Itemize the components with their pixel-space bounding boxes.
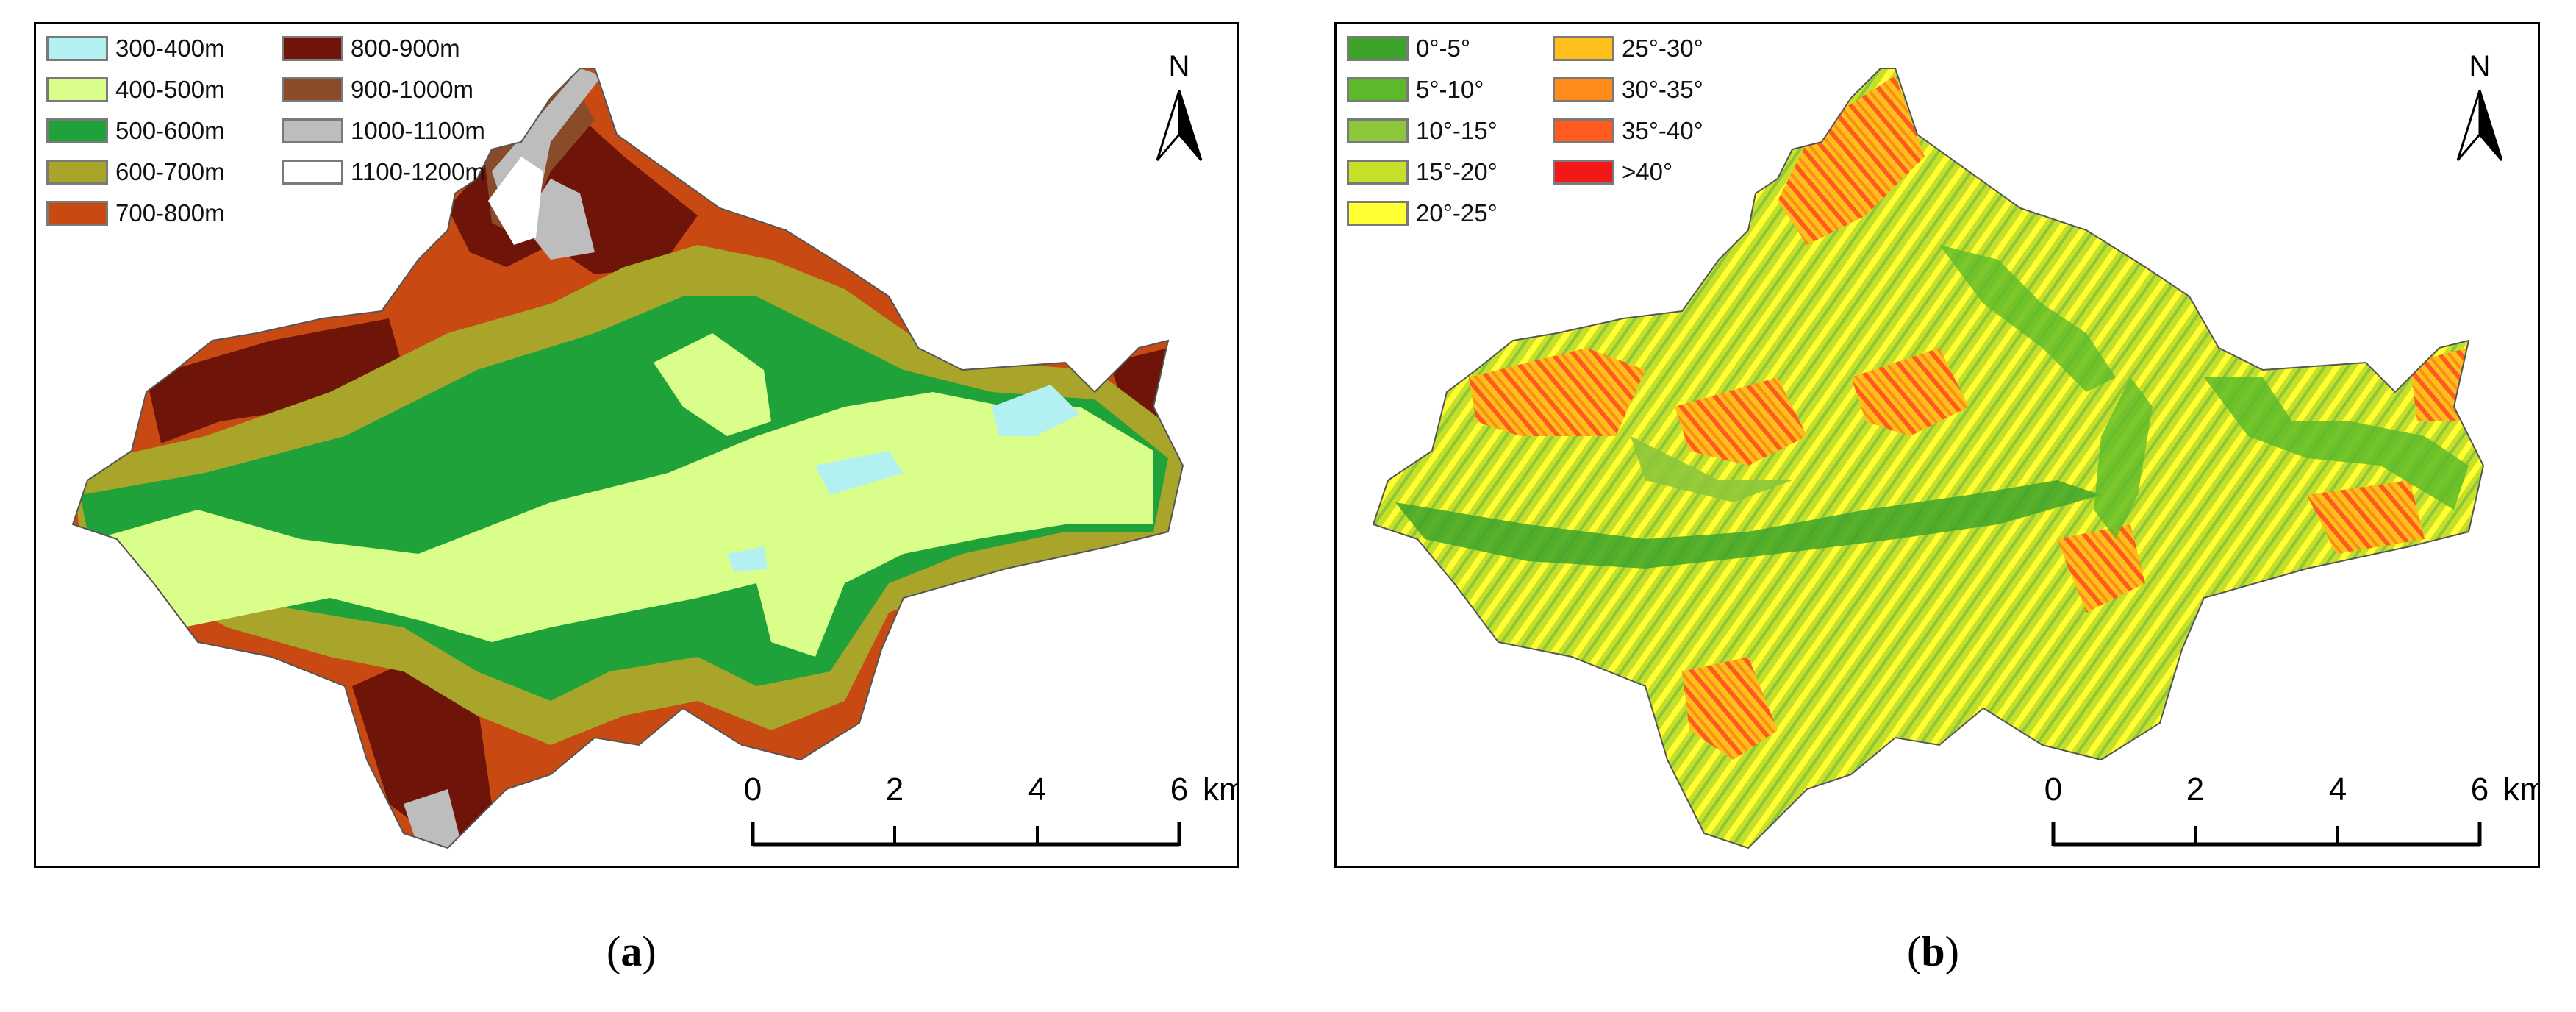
legend-item-600-700: 600-700m <box>46 155 225 189</box>
scale-tick-2: 2 <box>886 772 904 808</box>
elevation-zone-1000-1100-south <box>404 789 462 848</box>
scale-tick-6: 6 <box>2471 772 2489 808</box>
legend-swatch <box>1347 118 1409 143</box>
slope-zone-steep-east <box>2307 480 2425 554</box>
legend-item-10-15: 10°-15° <box>1347 114 1498 148</box>
slope-zone-steep-south <box>1682 657 1778 760</box>
legend-swatch <box>1347 160 1409 185</box>
north-arrow-right-half <box>1178 90 1203 161</box>
elevation-map: N 0 2 4 6 km <box>72 50 1237 849</box>
slope-zone-steep-center-west <box>1675 377 1807 466</box>
legend-swatch <box>1347 201 1409 226</box>
legend-item-500-600: 500-600m <box>46 114 225 148</box>
elevation-map-panel: N 0 2 4 6 km 300-400m 400-500m 500-600m … <box>34 22 1239 868</box>
legend-item-35-40: 35°-40° <box>1553 114 1703 148</box>
north-label: N <box>2469 50 2491 82</box>
slope-zone-steep-center <box>1851 348 1969 436</box>
legend-swatch <box>282 118 343 143</box>
scale-tick-2: 2 <box>2186 772 2204 808</box>
slope-zone-5-10-east <box>2204 377 2469 510</box>
north-arrow-left-half <box>2456 90 2481 161</box>
elevation-zone-300-400-west <box>110 598 154 635</box>
slope-zone-steep-west <box>1469 348 1645 436</box>
north-arrow: N <box>2456 50 2503 161</box>
legend-item-gt-40: >40° <box>1553 155 1672 189</box>
legend-item-30-35: 30°-35° <box>1553 73 1703 107</box>
slope-zone-10-15 <box>1631 436 1792 502</box>
legend-swatch <box>1347 77 1409 102</box>
legend-item-800-900: 800-900m <box>282 32 460 65</box>
legend-item-900-1000: 900-1000m <box>282 73 473 107</box>
scale-tick-0: 0 <box>744 772 762 808</box>
scale-tick-4: 4 <box>1028 772 1046 808</box>
slope-map-panel: N 0 2 4 6 km 0°-5° 5°-10° 10°-15° 15°-20… <box>1334 22 2540 868</box>
slope-zone-0-5-valley <box>1395 480 2101 569</box>
elevation-zone-300-400-south <box>727 546 768 572</box>
legend-swatch <box>46 36 108 61</box>
legend-item-1000-1100: 1000-1100m <box>282 114 485 148</box>
legend-item-5-10: 5°-10° <box>1347 73 1484 107</box>
legend-item-400-500: 400-500m <box>46 73 225 107</box>
legend-swatch <box>282 77 343 102</box>
slope-zone-steep-east-tip <box>2410 348 2469 421</box>
legend-swatch <box>1347 36 1409 61</box>
legend-swatch <box>1553 118 1614 143</box>
caption-a: (a) <box>607 927 656 975</box>
legend-item-1100-1200: 1100-1200m <box>282 155 485 189</box>
legend-swatch <box>46 118 108 143</box>
legend-item-15-20: 15°-20° <box>1347 155 1498 189</box>
legend-item-0-5: 0°-5° <box>1347 32 1470 65</box>
scale-tick-6: 6 <box>1170 772 1188 808</box>
legend-swatch <box>46 77 108 102</box>
scale-unit: km <box>1203 772 1237 808</box>
north-label: N <box>1169 50 1190 82</box>
legend-swatch <box>1553 77 1614 102</box>
elevation-zone-400-500-north <box>654 333 771 436</box>
legend-swatch <box>46 201 108 226</box>
legend-item-25-30: 25°-30° <box>1553 32 1703 65</box>
scale-bar: 0 2 4 6 km <box>744 772 1237 847</box>
elevation-zone-300-400-east <box>992 385 1080 436</box>
north-arrow-left-half <box>1156 90 1181 161</box>
slope-zone-steep-north <box>1778 76 1925 245</box>
scale-tick-4: 4 <box>2329 772 2347 808</box>
legend-swatch <box>282 36 343 61</box>
slope-zone-5-10-north <box>1939 245 2116 392</box>
elevation-zone-800-900-west <box>146 318 404 443</box>
legend-swatch <box>46 160 108 185</box>
legend-swatch <box>282 160 343 185</box>
caption-b: (b) <box>1907 927 1959 975</box>
north-arrow-right-half <box>2478 90 2503 161</box>
elevation-zone-800-900-south <box>352 657 492 848</box>
north-arrow: N <box>1156 50 1203 161</box>
scale-bar: 0 2 4 6 km <box>2044 772 2538 847</box>
elevation-zone-300-400-center <box>815 451 904 495</box>
elevation-zone-1100-1200 <box>488 157 543 245</box>
legend-swatch <box>1553 160 1614 185</box>
slope-zone-5-10-channel <box>2094 377 2153 539</box>
scale-tick-0: 0 <box>2044 772 2062 808</box>
slope-zone-steep-south-east <box>2057 524 2145 613</box>
legend-item-700-800: 700-800m <box>46 196 225 230</box>
legend-item-300-400: 300-400m <box>46 32 225 65</box>
legend-item-20-25: 20°-25° <box>1347 196 1498 230</box>
scale-unit: km <box>2503 772 2538 808</box>
legend-swatch <box>1553 36 1614 61</box>
slope-map: N 0 2 4 6 km <box>1373 50 2538 849</box>
